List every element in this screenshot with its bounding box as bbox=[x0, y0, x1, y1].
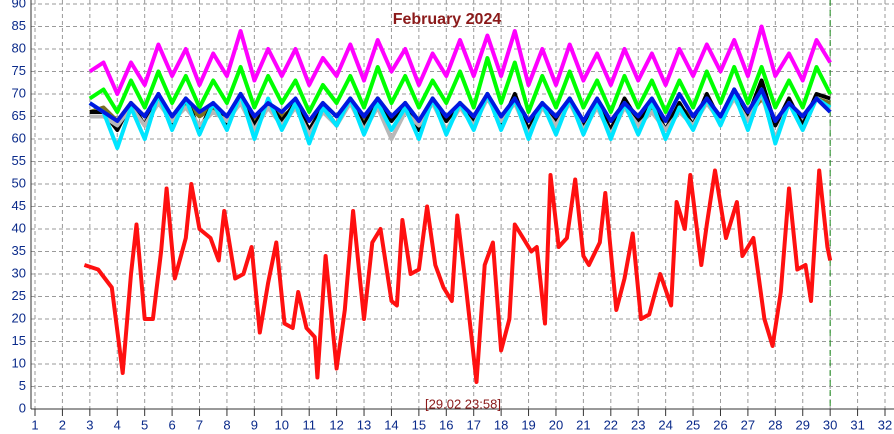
y-tick-label: 45 bbox=[12, 198, 26, 213]
y-tick-label: 70 bbox=[12, 85, 26, 100]
x-tick-label: 7 bbox=[196, 417, 203, 432]
x-tick-label: 23 bbox=[631, 417, 645, 432]
annotation: [29.02 23:58] bbox=[425, 396, 501, 411]
y-tick-label: 90 bbox=[12, 0, 26, 10]
x-tick-label: 6 bbox=[168, 417, 175, 432]
x-tick-label: 21 bbox=[576, 417, 590, 432]
x-tick-label: 19 bbox=[521, 417, 535, 432]
y-tick-label: 40 bbox=[12, 220, 26, 235]
x-tick-label: 15 bbox=[412, 417, 426, 432]
x-tick-label: 31 bbox=[850, 417, 864, 432]
y-tick-label: 10 bbox=[12, 355, 26, 370]
x-tick-label: 14 bbox=[384, 417, 398, 432]
y-tick-label: 80 bbox=[12, 40, 26, 55]
x-tick-label: 3 bbox=[86, 417, 93, 432]
x-tick-label: 16 bbox=[439, 417, 453, 432]
x-tick-label: 28 bbox=[768, 417, 782, 432]
x-tick-label: 13 bbox=[357, 417, 371, 432]
plot-lines bbox=[83, 24, 833, 384]
x-tick-label: 11 bbox=[302, 417, 316, 432]
x-tick-label: 17 bbox=[466, 417, 480, 432]
x-tick-label: 24 bbox=[658, 417, 672, 432]
series-line bbox=[83, 168, 833, 384]
x-tick-label: 27 bbox=[741, 417, 755, 432]
series-line bbox=[88, 87, 832, 123]
x-tick-label: 2 bbox=[59, 417, 66, 432]
x-tick-label: 9 bbox=[251, 417, 258, 432]
y-tick-label: 15 bbox=[12, 333, 26, 348]
x-tick-label: 25 bbox=[686, 417, 700, 432]
y-tick-label: 85 bbox=[12, 18, 26, 33]
y-tick-label: 5 bbox=[19, 378, 26, 393]
x-tick-label: 5 bbox=[141, 417, 148, 432]
series-line bbox=[88, 24, 832, 96]
y-tick-label: 35 bbox=[12, 243, 26, 258]
x-tick-label: 8 bbox=[223, 417, 230, 432]
x-tick-label: 20 bbox=[549, 417, 563, 432]
x-tick-label: 4 bbox=[114, 417, 121, 432]
x-tick-label: 29 bbox=[796, 417, 810, 432]
y-tick-label: 55 bbox=[12, 153, 26, 168]
y-tick-label: 75 bbox=[12, 63, 26, 78]
y-tick-label: 65 bbox=[12, 108, 26, 123]
x-tick-label: 1 bbox=[31, 417, 38, 432]
x-tick-label: 26 bbox=[713, 417, 727, 432]
x-tick-label: 30 bbox=[823, 417, 837, 432]
y-tick-label: 25 bbox=[12, 288, 26, 303]
y-tick-label: 20 bbox=[12, 310, 26, 325]
y-tick-label: 50 bbox=[12, 175, 26, 190]
y-tick-label: 0 bbox=[19, 400, 26, 415]
x-tick-label: 18 bbox=[494, 417, 508, 432]
y-tick-label: 30 bbox=[12, 265, 26, 280]
chart-title: February 2024 bbox=[393, 11, 502, 28]
x-tick-label: 32 bbox=[878, 417, 892, 432]
x-tick-label: 10 bbox=[275, 417, 289, 432]
series-line bbox=[88, 56, 832, 114]
x-tick-label: 12 bbox=[329, 417, 343, 432]
x-tick-label: 22 bbox=[604, 417, 618, 432]
y-tick-label: 60 bbox=[12, 130, 26, 145]
